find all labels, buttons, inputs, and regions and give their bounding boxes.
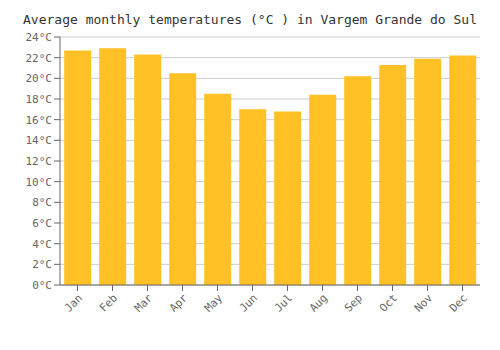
svg-text:2°C: 2°C bbox=[32, 258, 52, 271]
svg-text:24°C: 24°C bbox=[26, 31, 53, 44]
svg-text:Mar: Mar bbox=[132, 291, 156, 315]
svg-text:Nov: Nov bbox=[412, 291, 436, 315]
svg-text:Oct: Oct bbox=[377, 291, 400, 314]
svg-text:18°C: 18°C bbox=[26, 93, 53, 106]
svg-text:6°C: 6°C bbox=[32, 217, 52, 230]
svg-text:Sep: Sep bbox=[342, 291, 365, 314]
svg-text:20°C: 20°C bbox=[26, 72, 53, 85]
svg-text:22°C: 22°C bbox=[26, 52, 53, 65]
svg-text:Dec: Dec bbox=[447, 291, 470, 314]
svg-text:14°C: 14°C bbox=[26, 134, 53, 147]
svg-text:May: May bbox=[202, 291, 226, 315]
svg-text:Aug: Aug bbox=[307, 291, 330, 314]
svg-text:Jun: Jun bbox=[237, 291, 260, 314]
svg-text:8°C: 8°C bbox=[32, 196, 52, 209]
svg-text:16°C: 16°C bbox=[26, 114, 53, 127]
html-text:Average monthly temperatures (: Average monthly temperatures (°C ) in Va… bbox=[23, 12, 477, 27]
svg-text:Feb: Feb bbox=[97, 291, 120, 314]
svg-text:10°C: 10°C bbox=[26, 176, 53, 189]
svg-text:4°C: 4°C bbox=[32, 238, 52, 251]
svg-text:0°C: 0°C bbox=[32, 279, 52, 292]
svg-text:Jan: Jan bbox=[62, 291, 85, 314]
svg-text:Apr: Apr bbox=[167, 291, 191, 315]
svg-text:Jul: Jul bbox=[272, 291, 295, 314]
svg-text:12°C: 12°C bbox=[26, 155, 53, 168]
